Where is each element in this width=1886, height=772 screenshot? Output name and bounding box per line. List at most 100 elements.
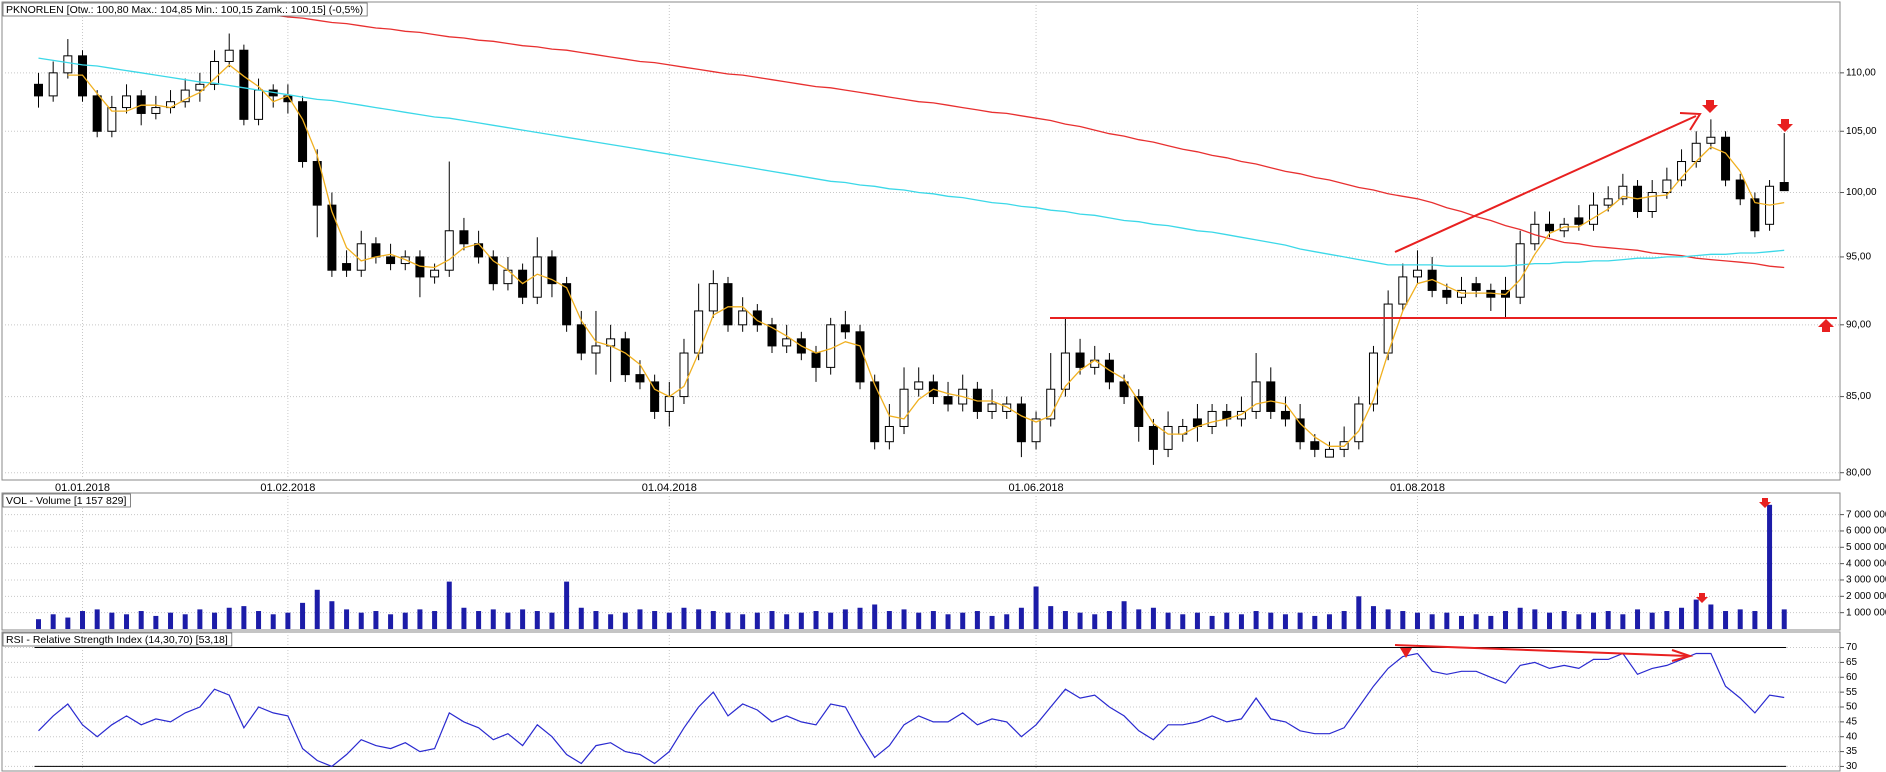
volume-bar: [1385, 609, 1391, 629]
y-tick-label: 4 000 000: [1846, 558, 1886, 569]
volume-bar: [1062, 611, 1068, 629]
candle-body: [1368, 352, 1378, 405]
y-tick-label: 80,00: [1846, 467, 1871, 478]
volume-bar: [505, 612, 511, 629]
candle-body: [195, 83, 205, 91]
candle-body: [738, 310, 748, 326]
volume-bar: [36, 619, 41, 629]
candle-body: [327, 204, 337, 271]
panel-frame: [1, 492, 1841, 631]
volume-bar: [1429, 614, 1435, 629]
volume-bar: [50, 614, 56, 629]
volume-bar: [476, 611, 482, 629]
x-tick-label: 01.02.2018: [260, 482, 315, 494]
drawing-tools: [1050, 100, 1837, 662]
panel-title: VOL - Volume [1 157 829]: [6, 495, 127, 507]
volume-bar: [1723, 611, 1729, 629]
y-tick-label: 105,00: [1846, 126, 1877, 137]
volume-bar: [1400, 611, 1406, 629]
candle-body: [444, 230, 454, 271]
volume-bar: [1752, 611, 1758, 629]
volume-bar: [622, 612, 628, 629]
volume-bar: [1341, 611, 1347, 629]
signal-arrow: [1777, 119, 1793, 132]
candle-body: [855, 331, 865, 383]
y-tick-label: 55: [1846, 687, 1858, 698]
candle-body: [811, 352, 821, 368]
candle-body: [1442, 289, 1452, 298]
volume-bar: [1547, 612, 1553, 629]
y-tick-label: 45: [1846, 716, 1858, 727]
candle-body: [591, 345, 601, 354]
volume-bar: [1033, 586, 1039, 629]
volume-bar: [1282, 614, 1288, 629]
volume-bar: [402, 612, 408, 629]
candle-body: [620, 338, 630, 376]
candle-body: [474, 243, 484, 258]
y-tick-label: 85,00: [1846, 391, 1871, 402]
candle-body: [1721, 136, 1731, 181]
volume-bar: [1224, 612, 1230, 629]
y-tick-label: 50: [1846, 702, 1858, 713]
candle-body: [767, 324, 777, 347]
volume-bar: [1620, 614, 1626, 629]
panel-title-box: [2, 493, 131, 508]
volume-bar: [1326, 614, 1332, 629]
rsi-divergence-line: [1394, 644, 1689, 657]
candle-body: [1310, 441, 1320, 450]
volume-bar: [1664, 611, 1670, 629]
candle-body: [870, 381, 880, 443]
candle-body: [914, 381, 924, 390]
candle-body: [210, 60, 220, 85]
candle-body: [48, 72, 58, 97]
y-tick-label: 2 000 000: [1846, 591, 1886, 602]
signal-arrow: [1759, 498, 1771, 508]
signal-arrow: [1818, 319, 1834, 332]
volume-bar: [784, 614, 790, 629]
candle-body: [1251, 381, 1261, 412]
candle-body: [840, 324, 850, 333]
volume-bar: [1576, 614, 1582, 629]
candle-body: [723, 283, 733, 326]
volume-bar: [813, 611, 819, 629]
volume-bar: [1737, 609, 1743, 629]
candle-body: [34, 83, 43, 97]
candle-body: [1031, 418, 1041, 443]
y-tick-label: 35: [1846, 746, 1858, 757]
candle-body: [430, 269, 440, 278]
candle-body: [298, 101, 308, 163]
candle-body: [107, 107, 117, 132]
volume-bar: [300, 602, 306, 629]
volume-bar: [329, 601, 335, 629]
volume-bar: [549, 612, 555, 629]
candle-body: [254, 89, 264, 120]
volume-bar: [1018, 607, 1024, 629]
volume-bar: [989, 615, 995, 629]
volume-bar: [432, 611, 438, 629]
trend-line: [1394, 115, 1697, 253]
volume-bar: [197, 609, 203, 629]
y-tick-label: 1 000 000: [1846, 607, 1886, 618]
candle-body: [899, 388, 909, 427]
volume-bar: [388, 614, 394, 629]
candle-body: [987, 403, 997, 412]
y-tick-label: 100,00: [1846, 187, 1877, 198]
volume-bar: [1048, 606, 1054, 629]
candle-body: [1280, 410, 1290, 420]
candle-body: [122, 95, 132, 109]
moving-average: [38, 8, 1785, 269]
candle-body: [1354, 403, 1364, 443]
volume-bar: [226, 607, 232, 629]
candle-body: [1295, 418, 1305, 443]
candle-body: [92, 95, 102, 132]
volume-bar: [1488, 615, 1494, 629]
candle-body: [1677, 161, 1687, 181]
volume-bar: [241, 606, 247, 629]
rsi-line: [38, 652, 1785, 768]
volume-bar: [534, 611, 540, 629]
candle-body: [1075, 352, 1085, 368]
volume-bar: [666, 612, 672, 629]
candle-body: [532, 256, 542, 298]
candle-body: [459, 230, 469, 245]
